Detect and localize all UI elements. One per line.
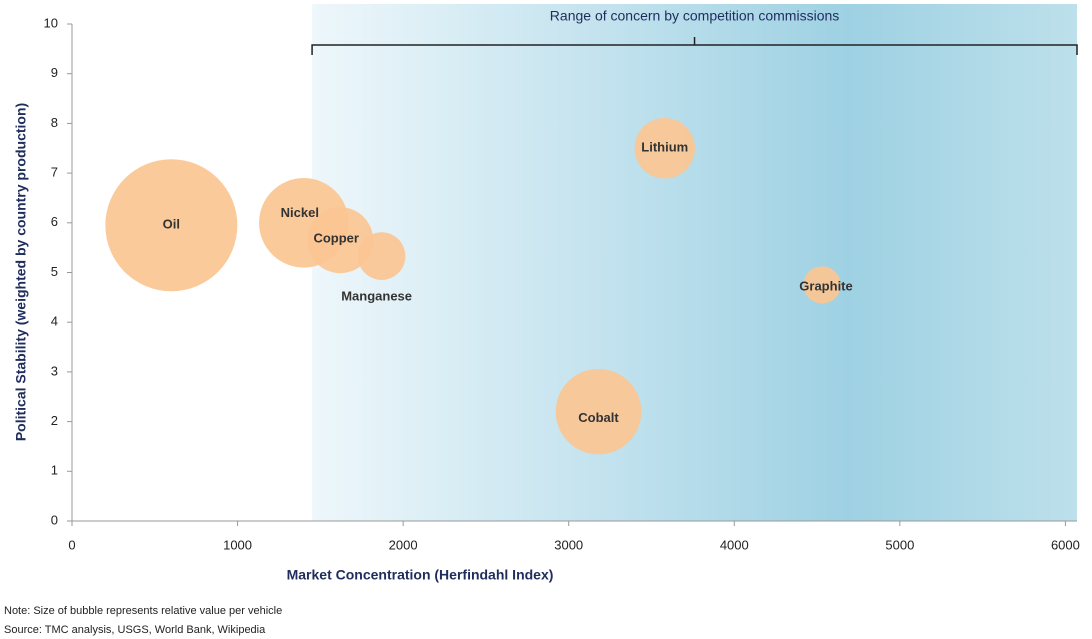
bubble [307, 207, 374, 274]
bracket [311, 37, 1078, 55]
x-tick-label: 5000 [885, 537, 914, 552]
y-tick-label: 1 [51, 463, 58, 478]
x-tick-label: 3000 [554, 537, 583, 552]
y-axis-title: Political Stability (weighted by country… [13, 103, 29, 441]
bubble [357, 232, 406, 280]
y-tick-label: 10 [44, 15, 58, 30]
x-tick-label: 6000 [1051, 537, 1080, 552]
y-tick-label: 3 [51, 363, 58, 378]
x-tick-label: 0 [68, 537, 75, 552]
highlight-region [312, 4, 1078, 521]
bubble-label: Graphite [799, 278, 852, 293]
bubble-label: Cobalt [578, 410, 619, 425]
bubble-label: Copper [313, 231, 359, 246]
y-tick-label: 0 [51, 512, 58, 527]
x-tick-label: 2000 [389, 537, 418, 552]
bubble [803, 266, 841, 304]
annotation: Range of concern by competition commissi… [550, 8, 839, 24]
x-axis-title: Market Concentration (Herfindahl Index) [287, 567, 554, 583]
x-tick-label: 1000 [223, 537, 252, 552]
bubble [634, 118, 695, 179]
y-tick-label: 5 [51, 264, 58, 279]
y-tick-label: 6 [51, 214, 58, 229]
y-tick-label: 7 [51, 165, 58, 180]
y-tick-label: 9 [51, 65, 58, 80]
bubble-label: Manganese [341, 289, 412, 304]
bubble-label: Lithium [641, 140, 688, 155]
x-tick-label: 4000 [720, 537, 749, 552]
bubble [105, 159, 238, 292]
y-tick-label: 4 [51, 314, 58, 329]
bubble-label: Oil [163, 217, 180, 232]
bubble-label: Nickel [281, 205, 319, 220]
y-tick-label: 2 [51, 413, 58, 428]
bubble [555, 368, 642, 455]
y-tick-label: 8 [51, 115, 58, 130]
note: Source: TMC analysis, USGS, World Bank, … [4, 624, 266, 636]
note: Note: Size of bubble represents relative… [4, 605, 282, 617]
